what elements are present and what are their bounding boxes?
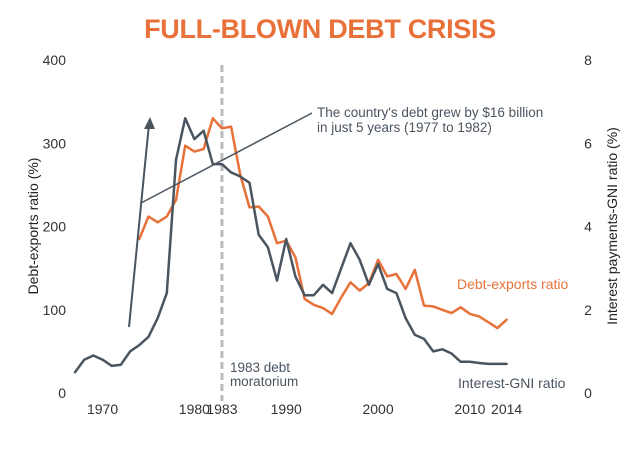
y-axis-right-title: Interest payments-GNI ratio (%) [604,127,620,325]
x-tick-label: 2010 [454,401,485,417]
annotation-pointer-line [140,112,313,204]
x-tick-label: 1990 [271,401,302,417]
x-tick-label: 1980 [179,401,210,417]
annotation-line1: The country's debt grew by $16 billion [317,105,543,120]
y-left-tick-label: 0 [58,385,66,401]
y-axis-right: 0 2 4 6 8 [584,52,592,401]
y-right-tick-label: 8 [584,52,592,68]
chart-title: FULL-BLOWN DEBT CRISIS [144,14,496,44]
x-tick-label: 1983 [206,401,237,417]
moratorium-label-line1: 1983 debt [230,360,290,375]
x-tick-label: 2000 [362,401,393,417]
debt-exports-ratio-line [138,117,508,330]
interest-gni-series-label: Interest-GNI ratio [458,375,566,391]
growth-arrow-head [144,117,155,129]
y-right-tick-label: 4 [584,219,592,235]
x-tick-label: 1970 [87,401,118,417]
annotation-line2: in just 5 years (1977 to 1982) [317,120,492,135]
y-left-tick-label: 200 [43,219,67,235]
y-left-tick-label: 400 [43,52,67,68]
moratorium-label-line2: moratorium [230,374,298,389]
series-layer [73,117,508,374]
y-right-tick-label: 6 [584,135,592,151]
y-axis-left-title: Debt-exports ratio (%) [25,158,41,295]
x-tick-label: 2014 [491,401,522,417]
y-right-tick-label: 0 [584,385,592,401]
interest-gni-ratio-line [73,117,508,374]
y-right-tick-label: 2 [584,302,592,318]
y-axis-left: 0 100 200 300 400 [43,52,67,401]
y-left-tick-label: 100 [43,302,67,318]
y-left-tick-label: 300 [43,135,67,151]
growth-arrow-line [128,123,150,328]
debt-exports-series-label: Debt-exports ratio [457,276,568,292]
